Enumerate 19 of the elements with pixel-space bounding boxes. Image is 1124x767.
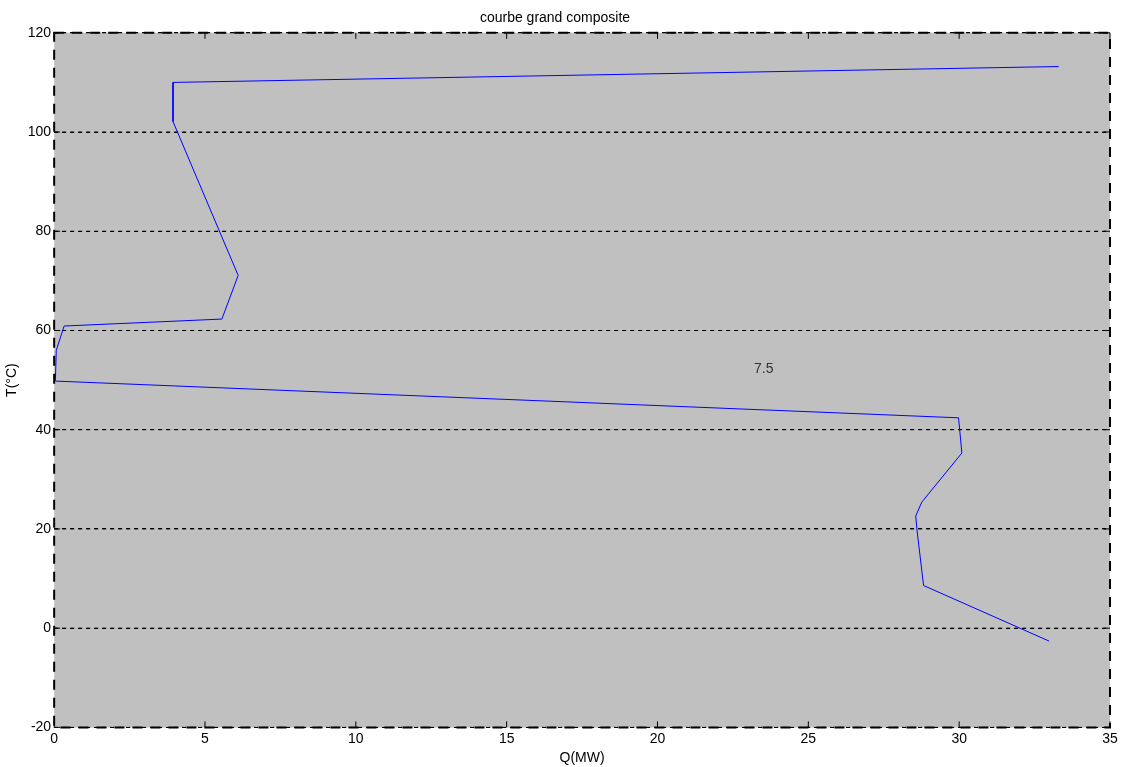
y-tick-label: -20 (30, 718, 52, 735)
y-tick-label: 40 (35, 420, 52, 437)
x-tick-label: 25 (800, 729, 817, 746)
y-tick-label: 100 (27, 122, 52, 139)
y-tick-label: 0 (43, 619, 52, 636)
x-tick-label: 15 (498, 729, 515, 746)
y-tick-label: 80 (35, 222, 52, 239)
y-tick-label: 20 (35, 519, 52, 536)
x-tick-label: 30 (951, 729, 968, 746)
y-tick-label: 60 (35, 321, 52, 338)
x-tick-label: 10 (348, 729, 364, 746)
chart-title: courbe grand composite (479, 9, 631, 26)
annotation: 7.5 (753, 359, 774, 376)
x-axis-title: Q(MW) (559, 749, 605, 766)
y-axis-title: T(°C) (3, 363, 20, 397)
y-tick-label: 120 (27, 23, 52, 40)
x-tick-label: 20 (649, 729, 666, 746)
x-tick-label: 5 (201, 729, 210, 746)
x-tick-label: 35 (1102, 729, 1118, 746)
